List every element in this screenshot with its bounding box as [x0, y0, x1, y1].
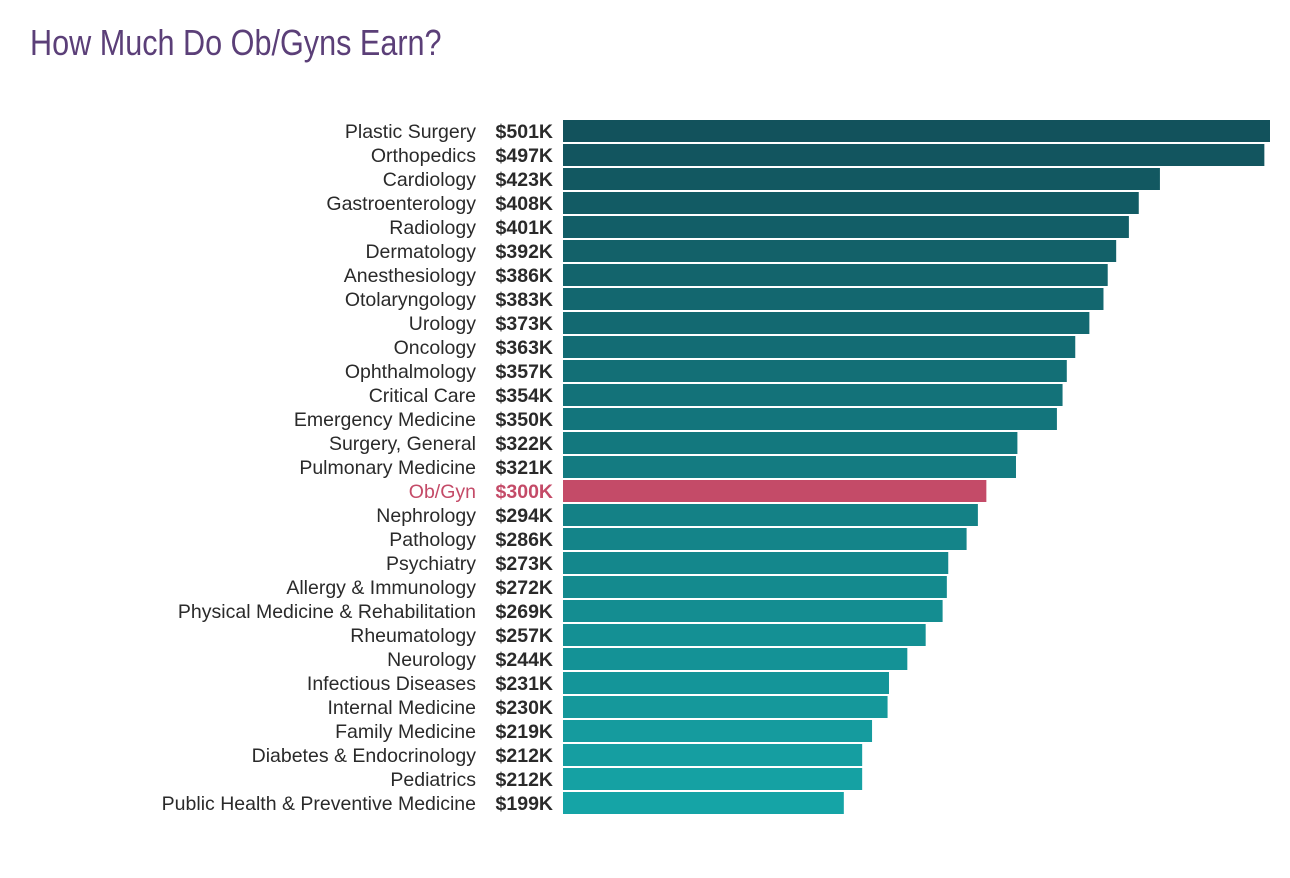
- bar: [563, 216, 1129, 238]
- value-label: $363K: [496, 337, 553, 359]
- category-label: Psychiatry: [386, 553, 476, 575]
- bar: [563, 720, 873, 742]
- bar: [563, 504, 978, 526]
- bar: [563, 696, 888, 718]
- value-label: $354K: [496, 385, 553, 407]
- category-label: Gastroenterology: [326, 193, 476, 215]
- value-label: $257K: [496, 625, 553, 647]
- bar: [563, 336, 1076, 358]
- bar: [563, 624, 926, 646]
- category-label: Pathology: [389, 529, 476, 551]
- category-label: Allergy & Immunology: [286, 577, 476, 599]
- value-label: $300K: [496, 481, 553, 503]
- bar: [563, 168, 1160, 190]
- bar: [563, 432, 1018, 454]
- category-label: Infectious Diseases: [307, 673, 476, 695]
- category-label: Nephrology: [376, 505, 476, 527]
- value-label: $286K: [496, 529, 553, 551]
- value-label: $294K: [496, 505, 553, 527]
- value-label: $383K: [496, 289, 553, 311]
- bar: [563, 672, 889, 694]
- value-label: $322K: [496, 433, 553, 455]
- value-label: $386K: [496, 265, 553, 287]
- bar: [563, 792, 844, 814]
- bar: [563, 288, 1104, 310]
- bar: [563, 312, 1090, 334]
- value-label: $357K: [496, 361, 553, 383]
- chart-title: How Much Do Ob/Gyns Earn?: [30, 22, 442, 63]
- value-label: $373K: [496, 313, 553, 335]
- category-label: Urology: [409, 313, 476, 335]
- category-label: Critical Care: [369, 385, 476, 407]
- bar: [563, 480, 987, 502]
- category-label: Rheumatology: [350, 625, 476, 647]
- category-label: Physical Medicine & Rehabilitation: [178, 601, 476, 623]
- category-label: Internal Medicine: [328, 697, 477, 719]
- value-label: $269K: [496, 601, 553, 623]
- value-label: $501K: [496, 121, 553, 143]
- value-label: $392K: [496, 241, 553, 263]
- category-label: Family Medicine: [335, 721, 476, 743]
- category-label: Dermatology: [365, 241, 476, 263]
- bar: [563, 408, 1057, 430]
- bar: [563, 384, 1063, 406]
- category-label: Diabetes & Endocrinology: [252, 745, 477, 767]
- value-label: $199K: [496, 793, 553, 815]
- bar: [563, 744, 863, 766]
- category-label: Surgery, General: [329, 433, 476, 455]
- bar: [563, 552, 949, 574]
- bar: [563, 192, 1139, 214]
- category-label: Orthopedics: [371, 145, 476, 167]
- bar: [563, 528, 967, 550]
- bar: [563, 768, 863, 790]
- category-label: Pulmonary Medicine: [299, 457, 476, 479]
- bar: [563, 360, 1067, 382]
- value-label: $273K: [496, 553, 553, 575]
- value-label: $350K: [496, 409, 553, 431]
- bar: [563, 264, 1108, 286]
- category-label: Otolaryngology: [345, 289, 476, 311]
- bar: [563, 240, 1117, 262]
- value-label: $423K: [496, 169, 553, 191]
- value-label: $408K: [496, 193, 553, 215]
- category-label: Pediatrics: [390, 769, 476, 791]
- value-label: $212K: [496, 745, 553, 767]
- category-label: Ophthalmology: [345, 361, 476, 383]
- bar: [563, 144, 1265, 166]
- value-label: $321K: [496, 457, 553, 479]
- bar: [563, 120, 1270, 142]
- value-label: $230K: [496, 697, 553, 719]
- value-label: $401K: [496, 217, 553, 239]
- value-label: $244K: [496, 649, 553, 671]
- category-label: Anesthesiology: [344, 265, 477, 287]
- category-label: Radiology: [389, 217, 476, 239]
- bar: [563, 600, 943, 622]
- value-label: $219K: [496, 721, 553, 743]
- value-label: $272K: [496, 577, 553, 599]
- category-label: Oncology: [394, 337, 477, 359]
- category-label: Plastic Surgery: [345, 121, 476, 143]
- bar: [563, 648, 908, 670]
- bar: [563, 456, 1016, 478]
- value-label: $212K: [496, 769, 553, 791]
- category-label: Cardiology: [383, 169, 476, 191]
- category-label: Public Health & Preventive Medicine: [162, 793, 476, 815]
- category-label: Emergency Medicine: [294, 409, 476, 431]
- value-label: $231K: [496, 673, 553, 695]
- bar: [563, 576, 947, 598]
- category-label: Ob/Gyn: [409, 481, 476, 503]
- category-label: Neurology: [387, 649, 476, 671]
- value-label: $497K: [496, 145, 553, 167]
